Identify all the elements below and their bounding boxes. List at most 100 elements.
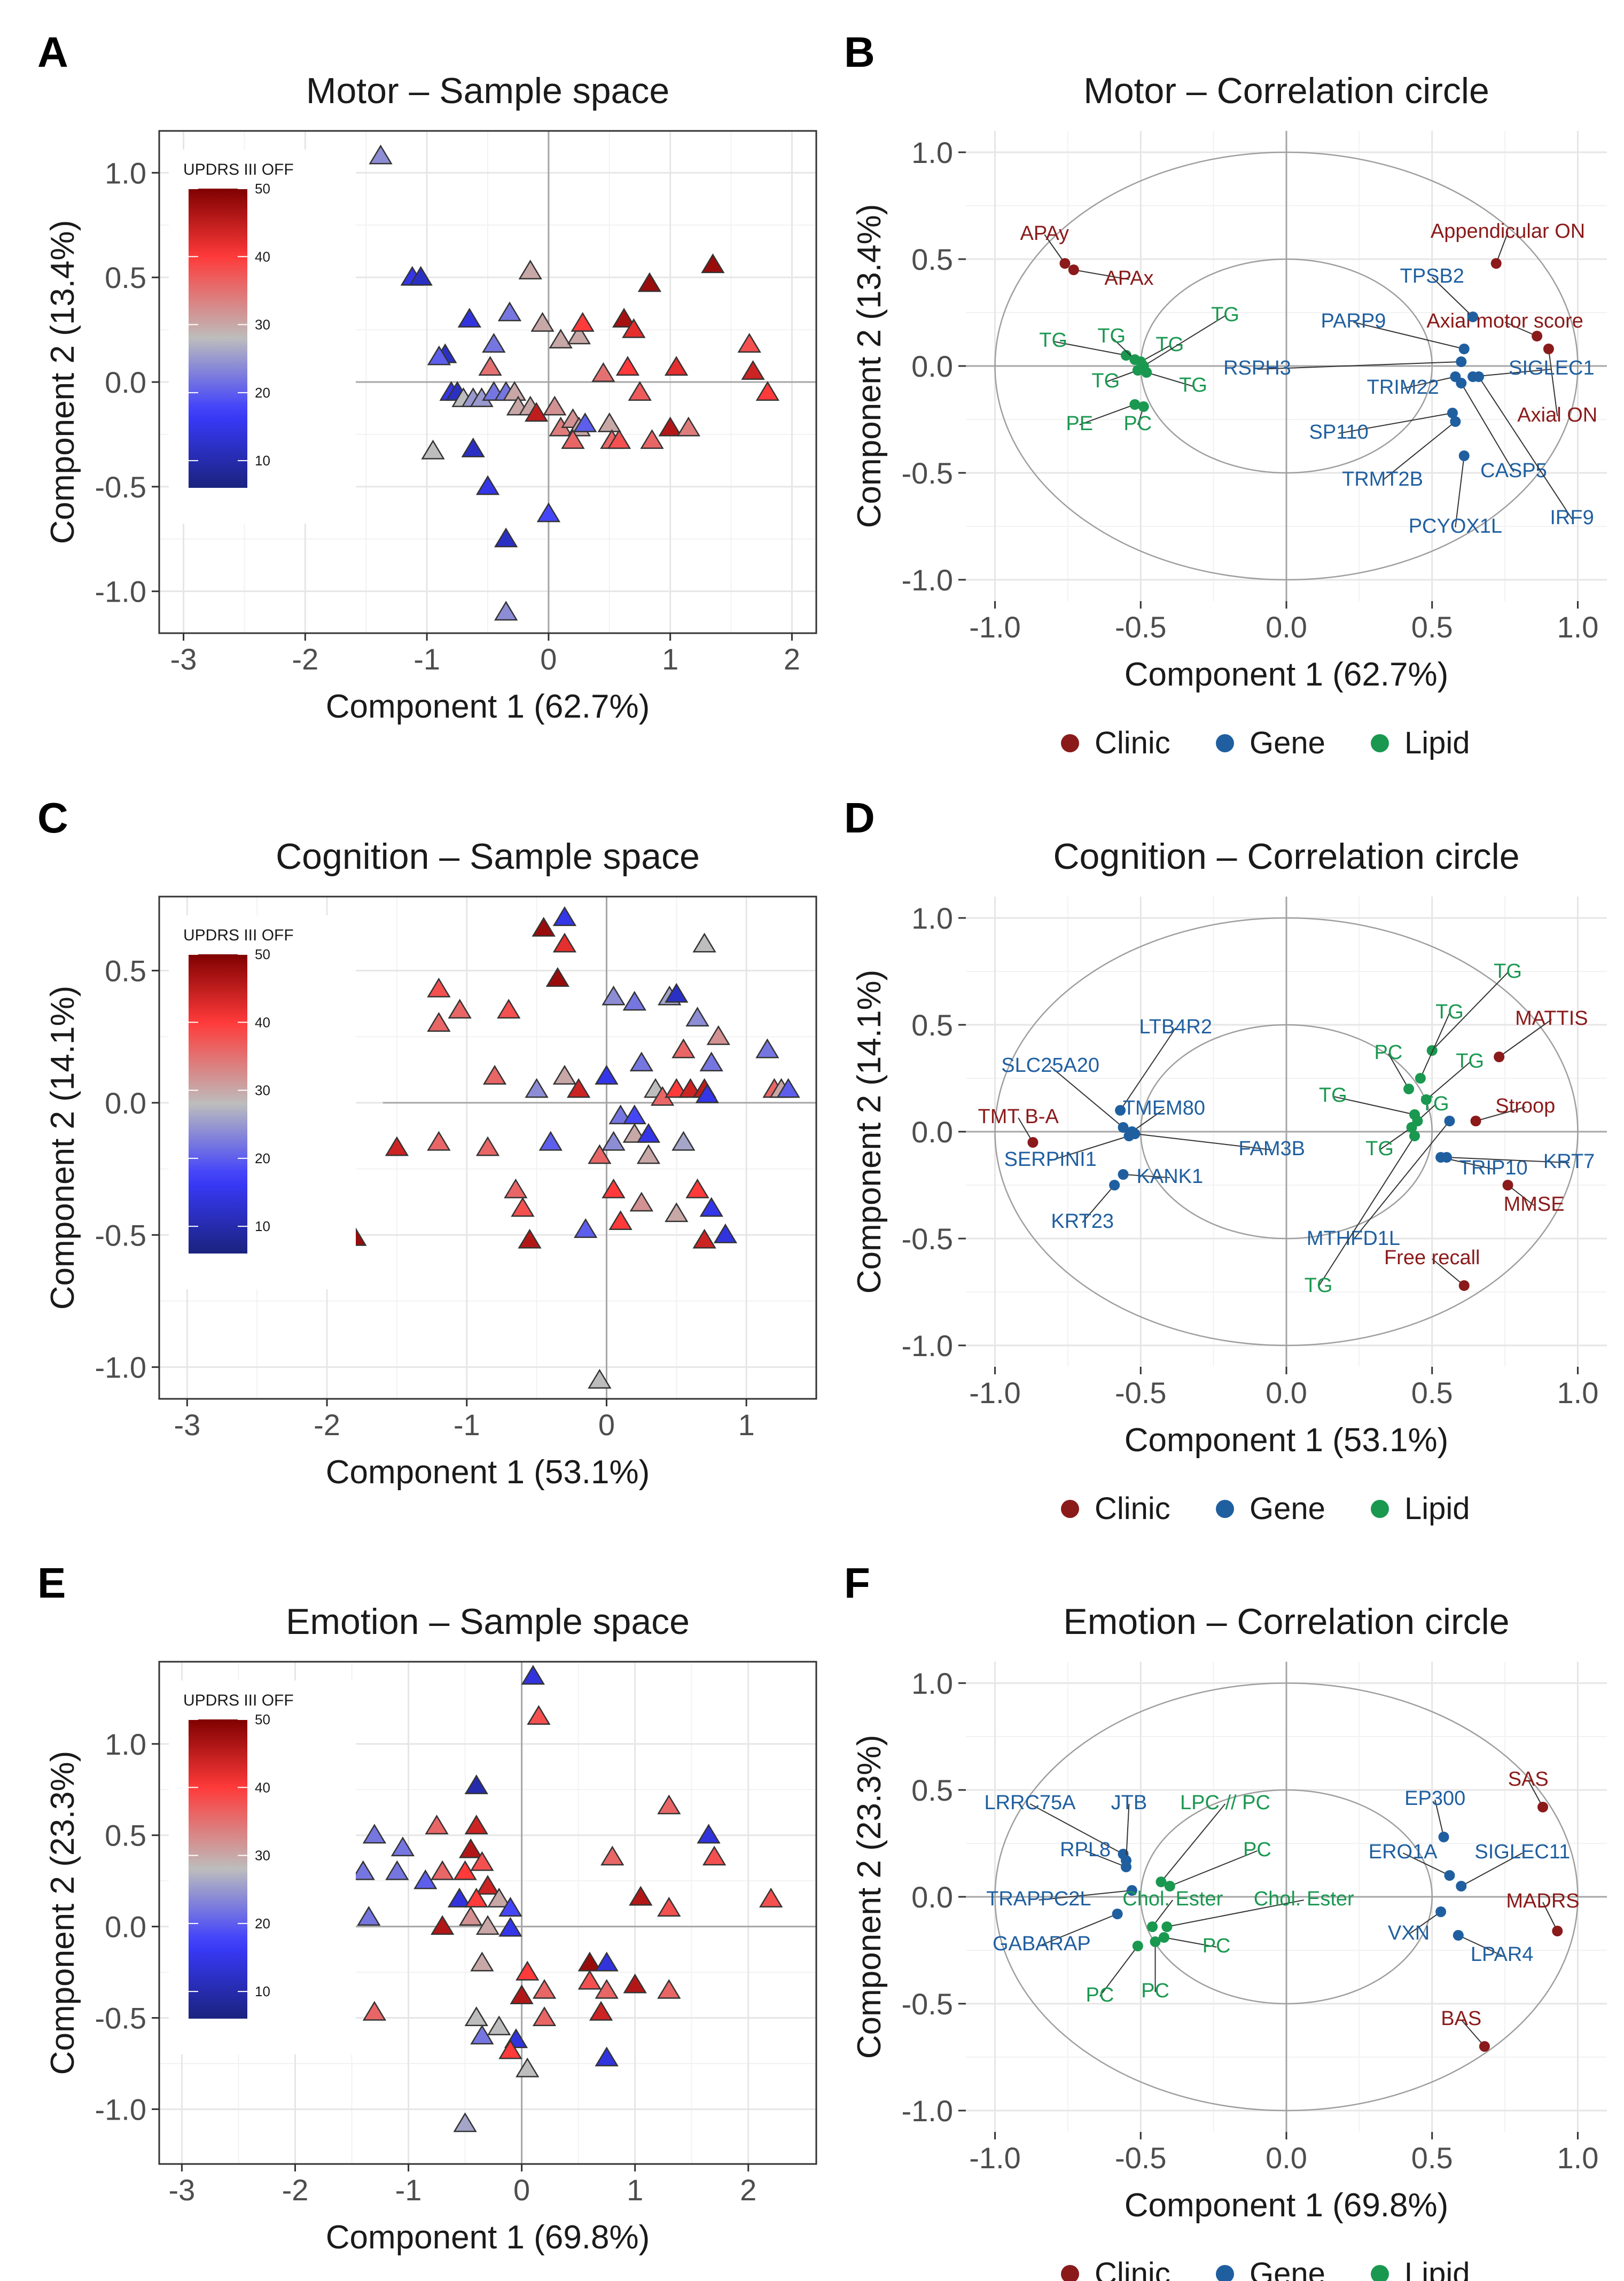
x-tick-label: 0.0 — [1266, 610, 1307, 644]
sample-point — [552, 1064, 577, 1085]
sample-point — [470, 2025, 494, 2045]
sample-point — [737, 333, 761, 353]
sample-point — [713, 1223, 738, 1243]
variable-point — [1458, 344, 1470, 354]
sample-point — [497, 301, 522, 322]
variable-point — [1132, 1941, 1143, 1951]
variable-point — [1126, 1885, 1137, 1896]
label-connector — [1120, 1027, 1176, 1111]
variable-point — [1138, 401, 1149, 412]
x-tick-label: -0.5 — [1115, 610, 1167, 644]
x-tick-label: 0.5 — [1411, 2141, 1453, 2175]
chart-title: Cognition – Sample space — [276, 836, 700, 877]
variable-label: CASP5 — [1480, 460, 1547, 482]
y-tick-label: 1.0 — [105, 1727, 146, 1761]
label-connector — [1082, 1185, 1115, 1223]
data-points — [369, 144, 780, 621]
variable-label: Chol. Ester — [1254, 1888, 1354, 1910]
label-connector — [1126, 1803, 1130, 1861]
panel-F: -1.0 -0.5 0.0 0.5 1.0 -1.0 -0.5 0.0 0.5 1.0 SAS MAD… — [844, 1559, 1607, 2281]
sample-point — [504, 1178, 528, 1198]
variable-label: Axial motor score — [1426, 310, 1583, 332]
panel-A: -3 -2 -1 0 1 2 -1.0 -0.5 0.0 0.5 1.0 UPDRS III OFF 1… — [37, 28, 817, 725]
sample-point — [672, 1038, 696, 1058]
variable-label: TG — [1319, 1084, 1347, 1107]
variable-label: TG — [1211, 303, 1239, 326]
sample-point — [521, 1664, 545, 1685]
variable-label: PC — [1375, 1041, 1403, 1064]
panel-letter: B — [844, 28, 875, 76]
y-tick-label: -0.5 — [95, 2002, 147, 2035]
colorbar: UPDRS III OFF 10 20 30 40 50 — [169, 1680, 356, 2054]
sample-point — [391, 1836, 415, 1857]
y-tick-label: 0.5 — [105, 261, 146, 294]
sample-point — [475, 1915, 500, 1935]
variable-point — [1118, 1169, 1129, 1180]
sample-point — [498, 2039, 522, 2059]
variable-label: TG — [1155, 333, 1184, 356]
colorbar-tick-label: 30 — [255, 317, 270, 333]
sample-point — [657, 1794, 681, 1815]
y-tick-label: -1.0 — [95, 1351, 147, 1384]
variable-point — [1129, 399, 1141, 410]
variable-point — [1027, 1137, 1039, 1148]
sample-point — [574, 1218, 598, 1238]
label-connector — [1050, 1066, 1124, 1128]
data-points — [351, 1664, 783, 2132]
sample-point — [409, 266, 433, 286]
sample-point — [518, 1228, 542, 1249]
sample-point — [695, 1083, 720, 1103]
variable-point — [1444, 1116, 1455, 1126]
sample-point — [697, 1824, 721, 1844]
label-connector — [1434, 1799, 1445, 1838]
legend-label: Lipid — [1404, 726, 1470, 760]
sample-point — [427, 1012, 451, 1032]
chart-title: Emotion – Sample space — [286, 1601, 690, 1642]
variable-label: TRIM22 — [1367, 376, 1439, 399]
label-connector — [1140, 345, 1170, 362]
sample-point — [701, 253, 725, 274]
label-connector — [1379, 1127, 1412, 1150]
label-connector — [1167, 1899, 1304, 1927]
label-connector — [1402, 1852, 1450, 1876]
legend-label: Lipid — [1404, 2256, 1470, 2281]
legend-swatch-gene — [1216, 2265, 1234, 2281]
label-connector — [1353, 1120, 1450, 1240]
colorbar-tick-label: 40 — [255, 1014, 270, 1030]
variable-point — [1502, 1180, 1513, 1190]
variable-label: MTHFD1L — [1307, 1227, 1400, 1250]
sample-point — [629, 1052, 654, 1072]
colorbar-gradient — [189, 954, 247, 1254]
variable-label: MADRS — [1506, 1890, 1579, 1912]
variable-label: SP110 — [1309, 421, 1369, 443]
chart-title: Motor – Correlation circle — [1083, 71, 1489, 111]
sample-point — [595, 2046, 619, 2067]
sample-point — [622, 318, 646, 338]
y-tick-label: -1.0 — [902, 2094, 954, 2128]
variable-label: APAx — [1104, 267, 1153, 290]
legend-label: Clinic — [1095, 1491, 1170, 1526]
label-connector — [1548, 348, 1558, 417]
y-axis-label: Component 2 (14.1%) — [851, 970, 888, 1294]
sample-point — [478, 356, 502, 376]
sample-point — [595, 1064, 619, 1085]
variable-point — [1420, 1094, 1432, 1105]
sample-point — [524, 402, 549, 422]
sample-point — [427, 345, 451, 365]
sample-point — [602, 1178, 626, 1198]
variable-label: LPAR4 — [1471, 1943, 1534, 1966]
sample-point — [612, 308, 636, 328]
sample-point — [640, 429, 664, 449]
label-connector — [1050, 1135, 1129, 1161]
variable-label: IRF9 — [1550, 507, 1594, 529]
sample-point — [755, 381, 780, 401]
y-tick-label: -0.5 — [902, 456, 954, 490]
sample-point — [459, 1838, 483, 1858]
x-tick-label: 1.0 — [1557, 610, 1599, 644]
colorbar: UPDRS III OFF 10 20 30 40 50 — [169, 915, 356, 1289]
variable-label: PARP9 — [1321, 310, 1386, 332]
y-tick-label: -1.0 — [95, 575, 147, 609]
label-connector — [1446, 1157, 1570, 1163]
colorbar-tick-label: 40 — [255, 1779, 270, 1795]
sample-point — [453, 2112, 477, 2132]
